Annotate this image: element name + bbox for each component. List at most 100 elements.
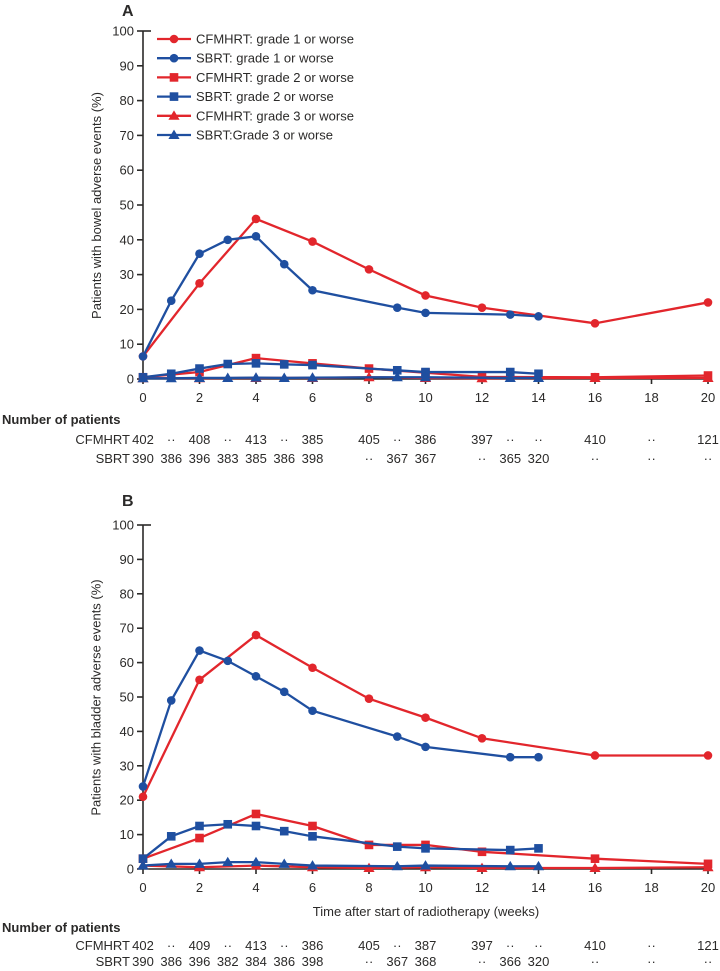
series-cfmhrt-grade-1-or-worse [138,214,713,361]
series-sbrt-grade-3-or-worse [137,371,545,383]
circle-marker [166,296,176,306]
x-tick-label: 4 [252,880,259,895]
x-tick-label: 20 [701,390,715,405]
panel-b-row-label-sbrt: SBRT [95,954,130,969]
patient-count: 121 [697,432,719,447]
patient-count: 387 [415,938,437,953]
patient-count: 396 [189,954,211,969]
x-tick-label: 14 [531,880,545,895]
circle-marker [421,308,430,318]
patient-count: ·· [704,954,713,969]
circle-marker [421,742,430,752]
triangle-marker [193,372,206,382]
square-marker [251,821,261,831]
patient-count: ·· [393,432,402,447]
patient-count: 410 [584,432,606,447]
patient-count: 396 [189,451,211,466]
y-tick-label: 100 [112,518,134,533]
patient-count: 384 [245,954,267,969]
triangle-marker [419,371,432,382]
patient-count: 320 [528,451,550,466]
patients-row-sbrt: 390 386 396 382 384 386 398 ·· 367 368 ·· 366 320 ·· ·… [132,954,712,969]
circle-marker [138,782,148,791]
x-tick-label: 12 [475,880,489,895]
legend-label: SBRT: grade 1 or worse [196,51,334,66]
patient-count: 397 [471,938,493,953]
square-marker [308,360,317,370]
x-tick-label: 16 [588,880,602,895]
square-marker [308,832,317,841]
square-marker [251,359,261,368]
patient-count: 408 [189,432,211,447]
square-marker [251,353,261,363]
x-tick-label: 6 [309,390,316,405]
y-tick-label: 80 [120,586,134,601]
triangle-marker [589,372,601,382]
circle-marker [392,303,402,312]
legend-label: SBRT: grade 2 or worse [196,89,334,104]
x-tick-label: 4 [252,390,259,405]
legend-label: CFMHRT: grade 3 or worse [196,108,354,123]
circle-marker [505,310,515,319]
circle-marker [279,259,289,269]
y-tick-label: 10 [120,827,134,842]
y-tick-label: 60 [120,655,134,670]
patient-count: ·· [167,432,176,447]
triangle-marker [278,858,290,868]
patient-count: 320 [528,954,550,969]
y-tick-label: 30 [120,267,134,282]
square-marker [138,854,148,863]
series-sbrt-grade-2-or-worse [138,359,543,382]
y-tick-label: 40 [120,232,134,247]
legend-label: CFMHRT: grade 2 or worse [196,70,354,85]
circle-marker [251,630,261,640]
circle-marker [477,303,487,312]
x-tick-label: 8 [365,390,372,405]
square-marker [251,809,261,819]
square-marker [195,364,204,373]
x-tick-label: 10 [418,390,432,405]
patient-count: ·· [478,451,487,466]
patient-count: ·· [591,451,600,466]
patient-count: ·· [534,938,543,953]
x-tick-label: 12 [475,390,489,405]
square-marker [590,854,600,863]
patient-count: ·· [280,938,289,953]
square-marker [421,844,430,853]
circle-marker [703,751,713,760]
series-sbrt-grade-3-or-worse [137,856,545,871]
square-marker [505,367,515,377]
square-marker [364,840,374,850]
y-tick-label: 60 [120,163,134,178]
x-tick-label: 2 [196,390,203,405]
y-tick-label: 70 [120,128,134,143]
square-marker [279,826,289,836]
circle-marker [195,675,204,685]
panel-a-row-label-sbrt: SBRT [95,451,130,466]
triangle-marker [168,129,180,139]
triangle-marker [391,860,403,871]
circle-marker [505,752,515,762]
circle-marker [251,672,261,681]
circle-marker [308,663,317,673]
y-tick-label: 90 [120,58,134,73]
square-marker [169,92,179,101]
panel-b-row-label-cfmhrt: CFMHRT [75,938,130,953]
square-marker [392,842,402,851]
square-marker [534,844,543,853]
x-axis-label: Time after start of radiotherapy (weeks) [312,904,540,919]
circle-marker [195,646,204,655]
triangle-marker [137,860,149,870]
y-tick-label: 50 [120,690,134,705]
circle-marker [392,732,402,741]
patient-count: 397 [471,432,493,447]
patient-count: ·· [591,954,600,969]
y-tick-label: 70 [120,621,134,636]
square-marker [169,73,179,82]
triangle-marker [476,862,488,872]
series-line [141,649,539,787]
patient-count: ·· [534,432,543,447]
patient-count: 367 [415,451,437,466]
patient-count: ·· [393,938,402,953]
legend: CFMHRT: grade 1 or worse SBRT: grade 1 or… [157,32,354,143]
